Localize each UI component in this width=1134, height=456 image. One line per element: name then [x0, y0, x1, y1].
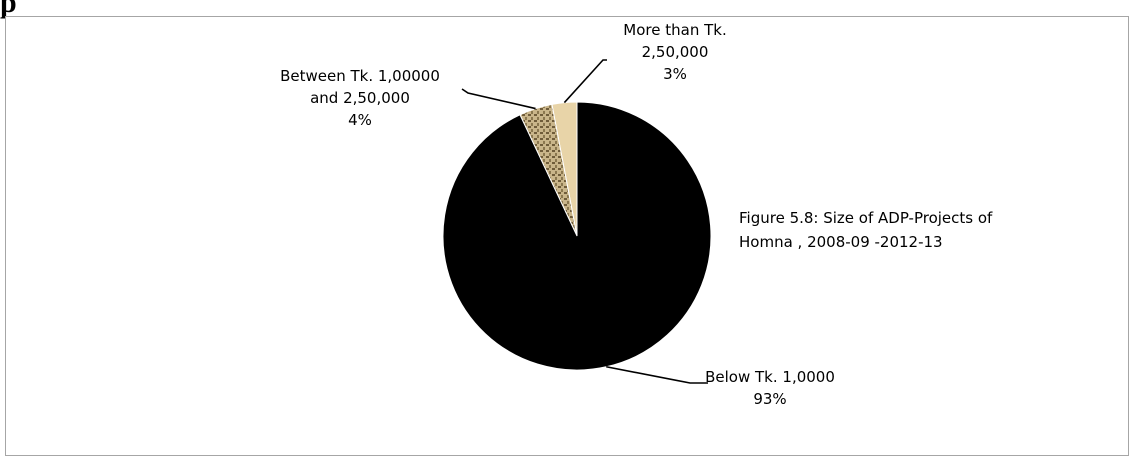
slice-label-more-than-250000: More than Tk. 2,50,000 3%: [623, 21, 727, 83]
figure-caption: Figure 5.8: Size of ADP-Projects of Homn…: [739, 209, 993, 251]
leader-line-more-than-250000: [563, 59, 607, 104]
leader-line-below-10000: [606, 365, 708, 384]
leader-line-between-100000-250000: [461, 88, 536, 110]
document-heading-fragment: p: [0, 0, 17, 19]
slice-label-between-100000-250000: Between Tk. 1,00000 and 2,50,000 4%: [280, 67, 440, 129]
slice-label-below-10000: Below Tk. 1,0000 93%: [705, 368, 835, 408]
pie-slice-below-10000: [442, 101, 712, 371]
